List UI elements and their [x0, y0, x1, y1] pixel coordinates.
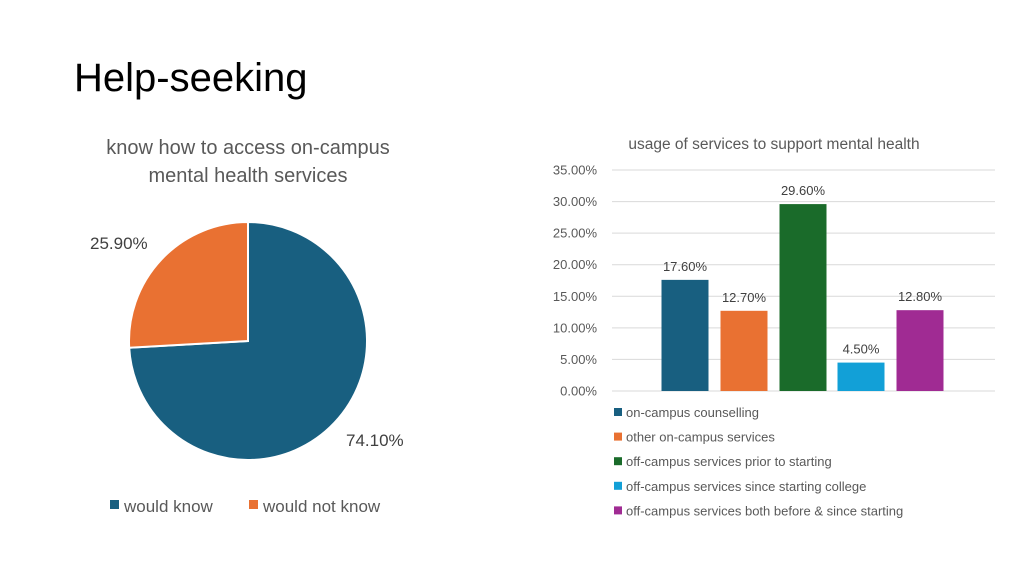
bar-data-label: 17.60% — [663, 259, 708, 274]
legend-swatch — [249, 500, 258, 509]
bar — [661, 279, 709, 391]
y-tick-label: 10.00% — [553, 320, 598, 335]
pie-legend-label: would not know — [262, 497, 381, 516]
pie-data-label: 25.90% — [90, 234, 148, 253]
y-tick-label: 20.00% — [553, 257, 598, 272]
bar — [779, 204, 827, 391]
bar-legend-label: on-campus counselling — [626, 405, 759, 420]
bar-legend-label: off-campus services since starting colle… — [626, 479, 866, 494]
slide-title: Help-seeking — [74, 56, 308, 100]
y-tick-label: 0.00% — [560, 384, 597, 399]
bar-legend-label: other on-campus services — [626, 430, 775, 445]
y-tick-label: 5.00% — [560, 352, 597, 367]
bar-data-label: 12.70% — [722, 290, 767, 305]
pie-legend-label: would know — [123, 497, 214, 516]
bar-legend-label: off-campus services prior to starting — [626, 454, 832, 469]
y-tick-label: 35.00% — [553, 163, 598, 178]
y-tick-label: 15.00% — [553, 289, 598, 304]
legend-swatch — [614, 457, 622, 466]
pie-title-line: know how to access on-campus — [106, 137, 389, 159]
bar — [896, 310, 944, 391]
bar — [720, 310, 768, 391]
bar-data-label: 12.80% — [898, 289, 943, 304]
y-tick-label: 30.00% — [553, 194, 598, 209]
bar-legend-label: off-campus services both before & since … — [626, 503, 903, 518]
bar-chart-title: usage of services to support mental heal… — [628, 136, 919, 153]
legend-swatch — [614, 408, 622, 416]
pie-data-label: 74.10% — [346, 431, 404, 450]
bar — [837, 362, 885, 391]
legend-swatch — [110, 500, 119, 509]
pie-slice-would-not-know — [128, 220, 249, 349]
bar-data-label: 29.60% — [781, 183, 826, 198]
pie-title-line: mental health services — [149, 165, 348, 187]
y-tick-label: 25.00% — [553, 226, 598, 241]
legend-swatch — [614, 432, 622, 441]
legend-swatch — [614, 481, 622, 490]
bar-data-label: 4.50% — [843, 342, 880, 357]
legend-swatch — [614, 506, 622, 515]
